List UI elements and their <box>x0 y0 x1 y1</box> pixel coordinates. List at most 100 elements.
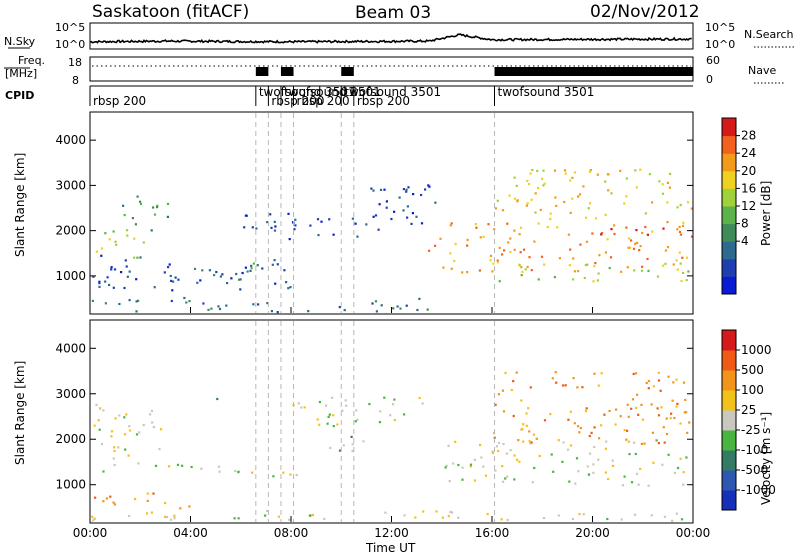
vel-cbar-swatch-3 <box>722 430 736 451</box>
vel-cells-cell-5-50 <box>659 389 662 392</box>
vel-cells-cell-6-14 <box>578 513 581 516</box>
power-cells-cell-8-23 <box>526 265 529 268</box>
vel-cells-cell-0-21 <box>135 433 139 436</box>
vel-cells-cell-0-24 <box>125 413 128 416</box>
nave-bars <box>255 67 693 76</box>
power-cbar-swatch-3 <box>722 223 736 242</box>
power-cells-cell-8-9 <box>519 251 522 254</box>
vel-cells-cell-3-63 <box>589 452 592 455</box>
power-cells-cell-5-18 <box>269 213 272 216</box>
vel-cells-cell-0-23 <box>128 429 132 432</box>
power-cells-cell-2-35 <box>271 263 274 266</box>
cpid-label-6: rbsp 200 <box>357 94 410 108</box>
vel-cells-cell-6-44 <box>323 517 326 520</box>
vel-cells-cell-4-3 <box>164 501 167 505</box>
power-cells-cell-9-49 <box>525 204 528 207</box>
power-cells-cell-1-11 <box>150 229 153 232</box>
vel-cells-cell-5-53 <box>641 418 644 421</box>
vel-cells-cell-5-105 <box>515 371 518 374</box>
power-cells-cell-4-11 <box>128 299 131 302</box>
power-cells-cell-6-21 <box>372 215 375 218</box>
vel-cells-cell-4-8 <box>134 498 137 501</box>
power-cells-cell-9-15 <box>564 169 567 172</box>
vel-cells-cell-5-39 <box>600 424 603 427</box>
noise-left-tick-hi: 10^5 <box>55 21 85 34</box>
power-cells-cell-8-27 <box>579 243 582 246</box>
power-cells-cell-8-3 <box>625 226 628 229</box>
power-cells-cell-8-64 <box>651 230 654 233</box>
power-cells-cell-1-5 <box>131 217 134 220</box>
vel-cells-cell-5-21 <box>527 407 530 410</box>
vel-cells-cell-3-69 <box>661 463 664 466</box>
vel-cells-cell-5-95 <box>555 381 558 384</box>
power-cells-cell-5-25 <box>287 212 290 215</box>
vel-cells-cell-3-55 <box>516 458 519 461</box>
vel-cells-cell-5-65 <box>528 440 531 443</box>
power-cells-cell-7-1 <box>434 244 437 247</box>
power-cells-cell-0-2 <box>100 247 103 250</box>
vel-cells-cell-6-1 <box>128 514 131 518</box>
power-cbar-ticklabel-3: 16 <box>741 181 756 195</box>
power-colorbar: 28 24 20 16 12 8 4 <box>721 117 756 295</box>
vel-cells-cell-0-19 <box>110 430 114 433</box>
power-cells-cell-5-20 <box>365 223 368 226</box>
power-cells-cell-8-92 <box>646 257 649 261</box>
power-cells-cell-9-45 <box>554 196 557 199</box>
vel-cells-cell-1-9 <box>272 475 275 478</box>
vel-cells-cell-3-67 <box>611 459 614 462</box>
vel-cells-cell-1-2 <box>176 463 180 466</box>
power-cells-cell-8-62 <box>634 242 637 245</box>
power-cells-cell-6-18 <box>420 193 423 197</box>
vel-cells-cell-5-92 <box>581 386 584 389</box>
vel-cells-cell-6-48 <box>288 518 291 521</box>
vel-cells-cell-6-26 <box>506 518 509 522</box>
vel-cells-cell-5-85 <box>525 424 528 427</box>
vel-cells-cell-1-12 <box>200 467 203 470</box>
power-cells-cell-9-66 <box>564 172 567 175</box>
power-cells-cell-6-19 <box>383 188 386 191</box>
vel-cells-cell-3-19 <box>480 456 483 459</box>
vel-cells-cell-0-20 <box>150 409 153 413</box>
vel-cells-cell-5-62 <box>663 441 666 444</box>
power-cells-cell-11-18 <box>597 272 600 275</box>
power-cells-cell-1-13 <box>155 206 159 209</box>
vel-cells-cell-3-73 <box>502 442 505 446</box>
power-cells-cell-1-4 <box>134 223 137 226</box>
power-cells-cell-5-7 <box>270 226 273 229</box>
power-cells-cell-9-34 <box>569 179 572 182</box>
vel-cells-cell-5-51 <box>497 393 500 396</box>
power-cells-cell-1-6 <box>166 215 169 218</box>
noise-right-label: N.Search <box>744 28 794 41</box>
vel-cells-cell-6-35 <box>169 518 173 521</box>
velocity-colorbar: 1000 500 100 25 -25 -100 -500 -1000 <box>721 329 776 511</box>
power-cells-cell-8-66 <box>638 249 641 252</box>
power-cells-cell-5-17 <box>377 228 380 231</box>
power-cells-cell-2-5 <box>208 269 211 272</box>
power-cells-cell-8-97 <box>639 245 642 248</box>
x-ticklabel-5: 20:00 <box>575 526 610 540</box>
vel-cells-cell-2-16 <box>421 402 424 405</box>
vel-cells-cell-6-43 <box>311 514 314 517</box>
vel-cells-cell-5-61 <box>573 422 576 425</box>
power-cells-cell-9-59 <box>634 169 637 172</box>
power-cells-cell-11-22 <box>593 265 596 268</box>
power-cells-cell-6-26 <box>415 215 418 218</box>
vel-cells-cell-5-52 <box>598 437 601 440</box>
power-cells-cell-8-61 <box>540 255 544 258</box>
vel-cells-cell-6-9 <box>582 513 585 516</box>
vel-cells-cell-6-39 <box>486 513 489 516</box>
power-cells-cell-11-15 <box>679 262 682 265</box>
power-cells-cell-3-6 <box>193 267 197 270</box>
nave-tick-hi: 60 <box>706 54 720 67</box>
power-cells-cell-4-1 <box>91 299 94 302</box>
power-cells-cell-11-23 <box>518 263 521 266</box>
vel-cells-cell-2-5 <box>328 413 331 416</box>
vel-cells-cell-0-3 <box>98 428 101 431</box>
vel-cells-cell-6-5 <box>500 518 503 521</box>
power-cells-cell-4-24 <box>399 307 402 310</box>
power-cells-cell-9-9 <box>676 206 679 209</box>
vel-cells-cell-1-6 <box>190 465 193 469</box>
power-cells-cell-8-49 <box>675 259 678 262</box>
vel-cells-cell-6-2 <box>449 510 452 514</box>
